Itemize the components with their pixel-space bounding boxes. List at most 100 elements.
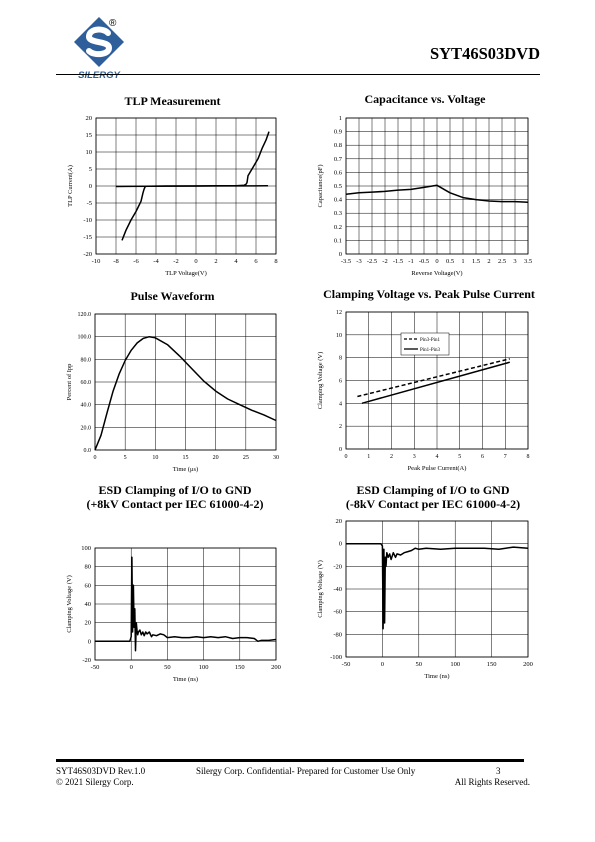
y-tick-label: 20 xyxy=(86,115,93,122)
y-tick-label: 20.0 xyxy=(81,425,92,431)
plot-frame xyxy=(94,547,277,661)
y-tick-label: -100 xyxy=(330,654,342,661)
x-tick-label: -2 xyxy=(382,258,387,265)
x-tick-label: 10 xyxy=(152,455,158,461)
silergy-logo: ® SILERGY xyxy=(74,17,124,81)
y-tick-label: 120.0 xyxy=(78,312,92,318)
x-tick-label: -50 xyxy=(91,664,100,671)
y-tick-label: 0.5 xyxy=(334,183,342,190)
y-tick-label: 0.2 xyxy=(334,224,342,231)
x-tick-label: 150 xyxy=(487,661,497,668)
y-tick-label: 10 xyxy=(336,333,342,339)
x-tick-label: 2.5 xyxy=(498,258,506,265)
y-tick-label: 0.3 xyxy=(334,210,342,217)
x-tick-label: 8 xyxy=(274,258,277,265)
footer-rights: All Rights Reserved. xyxy=(454,777,530,787)
y-tick-label: -80 xyxy=(333,631,342,638)
x-tick-label: -0.5 xyxy=(419,258,429,265)
y-tick-label: -60 xyxy=(333,609,342,616)
plot-frame xyxy=(345,117,529,255)
document-id: SYT46S03DVD xyxy=(429,44,540,63)
y-tick-label: 20 xyxy=(336,518,343,525)
x-tick-label: -10 xyxy=(92,258,101,265)
x-tick-label: -1.5 xyxy=(393,258,403,265)
x-axis-label: Reverse Voltage(V) xyxy=(411,270,462,277)
y-tick-label: 20 xyxy=(85,620,92,627)
x-tick-label: -50 xyxy=(342,661,351,668)
x-tick-label: 7 xyxy=(504,454,507,460)
y-tick-label: 0 xyxy=(339,541,342,548)
x-tick-label: 200 xyxy=(271,664,281,671)
x-axis-label: Time (ns) xyxy=(424,673,449,680)
x-tick-label: 0.5 xyxy=(446,258,454,265)
chart-title-pulse: Pulse Waveform xyxy=(130,289,215,303)
chart-5: -50 0 50 100 150 200 -100 -80 -60 -40 -20 0 20 Time (… xyxy=(317,518,533,680)
y-tick-label: 15 xyxy=(86,132,93,139)
x-tick-label: 30 xyxy=(273,455,279,461)
x-tick-label: -3.5 xyxy=(341,258,351,265)
series-line-0 xyxy=(95,556,277,652)
x-axis-label: Time (ns) xyxy=(173,676,198,683)
x-tick-label: 3.5 xyxy=(524,258,532,265)
series-line-0 xyxy=(94,335,277,451)
y-tick-label: -20 xyxy=(83,251,92,258)
x-tick-label: -6 xyxy=(133,258,139,265)
y-tick-label: 60.0 xyxy=(81,380,92,386)
y-tick-label: 8 xyxy=(339,356,342,362)
x-axis-label: TLP Voltage(V) xyxy=(165,270,207,277)
x-tick-label: 4 xyxy=(436,454,439,460)
chart-title-tlp: TLP Measurement xyxy=(124,94,221,108)
chart-1: -3.5 -3 -2.5 -2 -1.5 -1 -0.5 0 0.5 1 1.5 2 2.5 3 3.5 0 0… xyxy=(317,115,532,277)
x-tick-label: 2 xyxy=(390,454,393,460)
chart-subtitle-esd-pos: (+8kV Contact per IEC 61000-4-2) xyxy=(86,497,264,511)
x-tick-label: -2 xyxy=(173,258,178,265)
series-line-0 xyxy=(345,184,529,204)
x-tick-label: 3 xyxy=(413,454,416,460)
chart-title-capacitance: Capacitance vs. Voltage xyxy=(364,92,486,106)
x-tick-label: 0 xyxy=(194,258,197,265)
y-tick-label: 10 xyxy=(86,149,93,156)
x-tick-label: -3 xyxy=(356,258,361,265)
x-tick-label: 1 xyxy=(461,258,464,265)
x-tick-label: 0 xyxy=(345,454,348,460)
y-tick-label: 0 xyxy=(339,447,342,453)
footer-confidential: Silergy Corp. Confidential- Prepared for… xyxy=(196,766,416,776)
logo-registered-mark: ® xyxy=(109,18,117,29)
y-tick-label: -20 xyxy=(82,657,91,664)
y-axis-label: Percent of Ipp xyxy=(66,364,73,401)
y-tick-label: 12 xyxy=(336,310,342,316)
x-tick-label: 2 xyxy=(487,258,490,265)
y-tick-label: -10 xyxy=(83,217,92,224)
y-axis-label: Capacitance(pF) xyxy=(317,165,324,208)
chart-subtitle-esd-neg: (-8kV Contact per IEC 61000-4-2) xyxy=(345,497,521,511)
footer-page-number: 3 xyxy=(496,766,501,776)
x-tick-label: -8 xyxy=(113,258,118,265)
plot-frame xyxy=(345,520,529,658)
y-tick-label: 60 xyxy=(85,582,92,589)
x-tick-label: 6 xyxy=(481,454,484,460)
footer-divider xyxy=(56,759,524,762)
y-tick-label: 4 xyxy=(339,401,342,407)
series-line-1 xyxy=(115,185,269,188)
x-tick-label: 100 xyxy=(199,664,209,671)
x-tick-label: -2.5 xyxy=(367,258,377,265)
legend-label-0: Pin3-Pin1 xyxy=(420,338,441,343)
plot-frame xyxy=(95,117,277,255)
x-tick-label: 6 xyxy=(254,258,258,265)
x-tick-label: 5 xyxy=(458,454,461,460)
x-tick-label: 0 xyxy=(130,664,133,671)
x-tick-label: 8 xyxy=(527,454,530,460)
y-tick-label: 0 xyxy=(88,638,91,645)
series-line-1 xyxy=(361,361,511,405)
y-tick-label: -40 xyxy=(333,586,342,593)
y-tick-label: 0.6 xyxy=(334,169,343,176)
y-tick-label: 80 xyxy=(85,564,92,571)
logo-wordmark: SILERGY xyxy=(78,70,121,81)
y-tick-label: 0.4 xyxy=(334,197,343,204)
y-axis-label: Clamping Voltage (V) xyxy=(66,575,73,633)
y-tick-label: 100 xyxy=(81,545,91,552)
y-tick-label: 0 xyxy=(89,183,92,190)
y-tick-label: 0.7 xyxy=(334,156,343,163)
